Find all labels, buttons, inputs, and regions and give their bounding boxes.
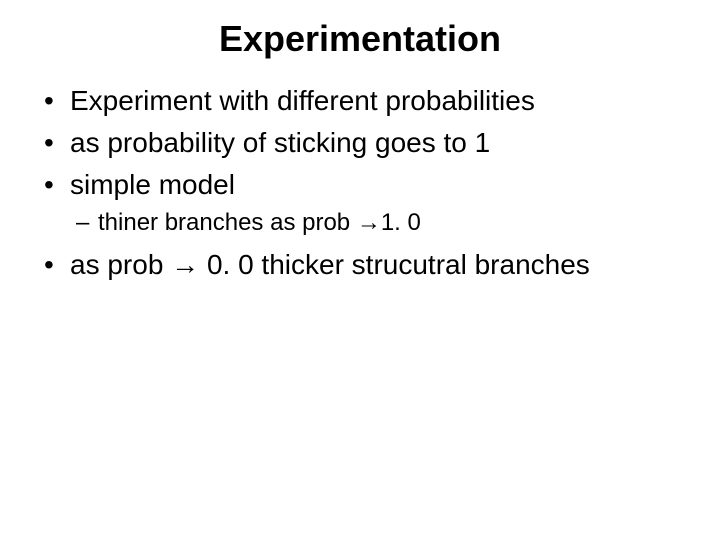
arrow-icon: → bbox=[171, 249, 199, 280]
bullet-text: as prob bbox=[70, 249, 171, 280]
bullet-item: simple model thiner branches as prob →1.… bbox=[70, 166, 678, 240]
bullet-item: Experiment with different probabilities bbox=[70, 82, 678, 120]
sub-bullet-list: thiner branches as prob →1. 0 bbox=[70, 207, 678, 239]
bullet-item: as prob → 0. 0 thicker strucutral branch… bbox=[70, 246, 678, 284]
bullet-list: Experiment with different probabilities … bbox=[42, 82, 678, 284]
bullet-text: simple model bbox=[70, 169, 235, 200]
sub-bullet-text: thiner branches as prob bbox=[98, 209, 357, 236]
slide: Experimentation Experiment with differen… bbox=[0, 0, 720, 540]
sub-bullet-text: 1. 0 bbox=[381, 209, 421, 236]
sub-bullet-item: thiner branches as prob →1. 0 bbox=[98, 207, 678, 239]
slide-title: Experimentation bbox=[42, 18, 678, 60]
bullet-text: 0. 0 thicker strucutral branches bbox=[199, 249, 590, 280]
arrow-icon: → bbox=[357, 209, 381, 236]
bullet-item: as probability of sticking goes to 1 bbox=[70, 124, 678, 162]
